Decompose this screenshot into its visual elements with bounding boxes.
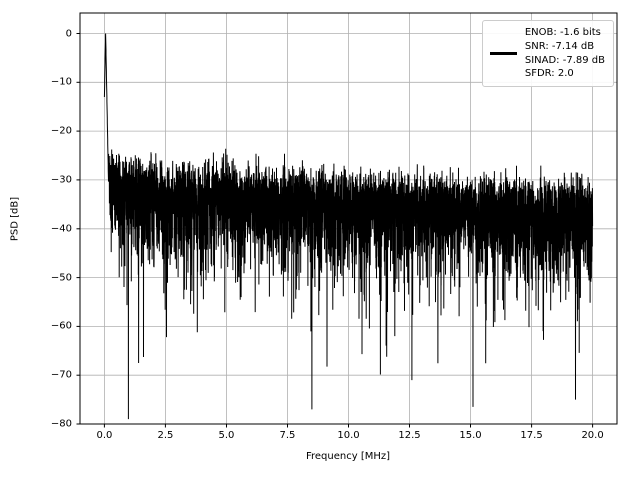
x-tick-label: 12.5 bbox=[398, 430, 421, 441]
y-axis-label: PSD [dB] bbox=[9, 196, 21, 242]
x-tick-label: 2.5 bbox=[157, 430, 174, 441]
y-tick-label: −40 bbox=[50, 223, 72, 235]
y-tick-label: −60 bbox=[50, 320, 72, 332]
x-tick-label: 17.5 bbox=[520, 430, 543, 441]
legend-line-swatch bbox=[489, 52, 517, 56]
x-tick-label: 0.0 bbox=[96, 430, 113, 441]
legend-enob: ENOB: -1.6 bits bbox=[524, 27, 601, 38]
legend-text-block: ENOB: -1.6 bits SNR: -7.14 dB SINAD: -7.… bbox=[525, 26, 605, 81]
x-tick-label: 5.0 bbox=[218, 430, 235, 441]
legend-snr: SNR: -7.14 dB bbox=[524, 40, 595, 52]
y-tick-label: −70 bbox=[50, 369, 72, 381]
x-tick-label: 20.0 bbox=[581, 430, 604, 441]
y-tick-label: −50 bbox=[50, 272, 72, 284]
x-axis-label: Frequency [MHz] bbox=[305, 451, 391, 462]
x-tick-label: 15.0 bbox=[459, 430, 482, 441]
legend-sinad: SINAD: -7.89 dB bbox=[524, 54, 605, 66]
legend-sfdr: SFDR: 2.0 bbox=[524, 68, 574, 80]
legend: ENOB: -1.6 bits SNR: -7.14 dB SINAD: -7.… bbox=[481, 20, 614, 88]
x-tick-label: 10.0 bbox=[337, 430, 360, 441]
y-tick-label: 0 bbox=[65, 28, 72, 39]
y-tick-label: −10 bbox=[50, 76, 72, 88]
y-tick-label: −20 bbox=[50, 125, 72, 137]
y-tick-label: −80 bbox=[50, 418, 72, 430]
x-tick-label: 7.5 bbox=[279, 430, 296, 441]
y-tick-label: −30 bbox=[50, 174, 72, 186]
